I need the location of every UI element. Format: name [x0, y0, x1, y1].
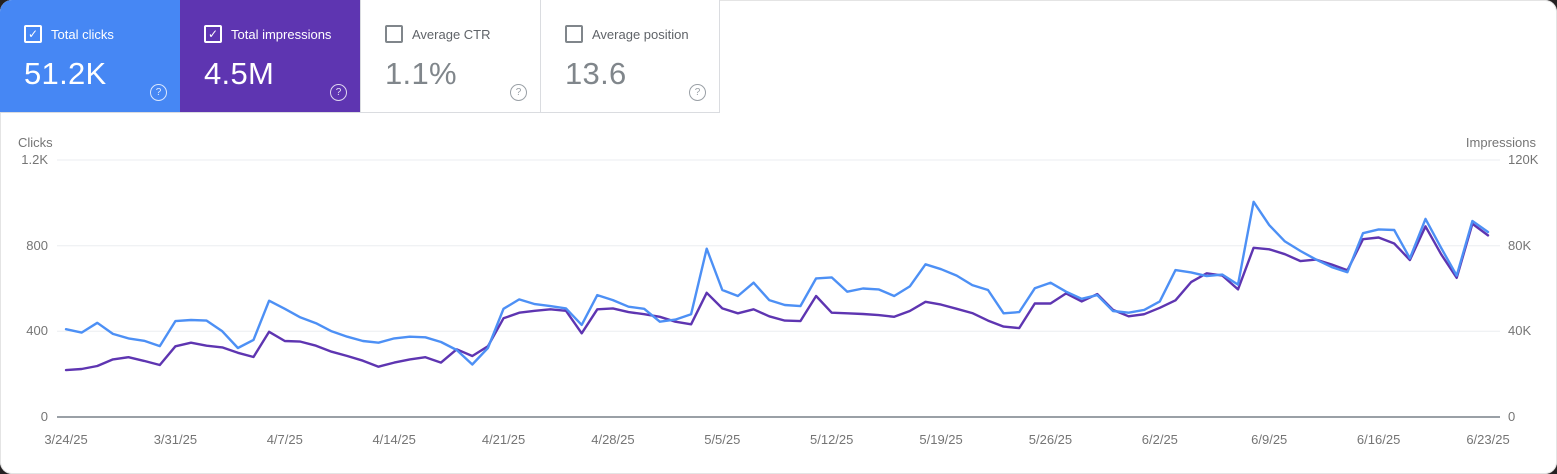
right-axis-tick: 40K [1508, 323, 1532, 339]
x-axis-tick: 4/21/25 [481, 432, 526, 447]
x-axis-tick: 4/28/25 [591, 432, 635, 447]
right-axis-title: Impressions [1465, 135, 1536, 150]
card-value: 4.5M [204, 56, 275, 91]
left-axis-title: Clicks [18, 135, 53, 150]
card-total-impressions[interactable]: ✓ Total impressions 4.5M ? [180, 0, 360, 112]
left-axis-tick: 400 [26, 323, 48, 339]
card-label: Total clicks [51, 26, 114, 42]
left-axis-tick: 800 [26, 237, 48, 253]
right-axis-tick: 120K [1508, 152, 1539, 167]
card-total-clicks[interactable]: ✓ Total clicks 51.2K ? [0, 0, 180, 112]
checkbox-checked-icon[interactable]: ✓ [204, 25, 222, 43]
impressions-line [64, 222, 1490, 372]
clicks-line [64, 200, 1490, 366]
left-axis-tick: 1.2K [21, 152, 48, 167]
x-axis-tick: 5/5/25 [704, 432, 741, 447]
checkbox-unchecked-icon[interactable] [385, 25, 403, 43]
help-icon[interactable]: ? [689, 84, 706, 101]
x-axis-tick: 4/14/25 [372, 432, 416, 447]
help-icon[interactable]: ? [150, 84, 167, 101]
x-axis-tick: 6/23/25 [1466, 432, 1510, 447]
x-axis-tick: 5/12/25 [810, 432, 854, 447]
card-value: 1.1% [385, 56, 457, 91]
checkbox-unchecked-icon[interactable] [565, 25, 583, 43]
card-label: Average CTR [412, 26, 491, 42]
checkbox-checked-icon[interactable]: ✓ [24, 25, 42, 43]
help-icon[interactable]: ? [330, 84, 347, 101]
x-axis-tick: 6/16/25 [1356, 432, 1401, 447]
x-axis-tick: 3/24/25 [44, 432, 88, 447]
card-average-position[interactable]: Average position 13.6 ? [540, 0, 720, 112]
x-axis-tick: 5/26/25 [1028, 432, 1073, 447]
x-axis-tick: 5/19/25 [919, 432, 963, 447]
metric-cards-row: ✓ Total clicks 51.2K ? ✓ Total impressio… [0, 0, 720, 113]
left-axis-tick: 0 [40, 409, 48, 424]
x-axis-tick: 4/7/25 [266, 432, 303, 447]
card-label: Average position [592, 26, 689, 42]
card-average-ctr[interactable]: Average CTR 1.1% ? [360, 0, 540, 112]
right-axis-tick: 80K [1508, 237, 1532, 253]
card-value: 51.2K [24, 56, 107, 91]
card-label: Total impressions [231, 26, 332, 42]
right-axis-tick: 0 [1508, 409, 1516, 424]
x-axis-tick: 3/31/25 [153, 432, 198, 447]
help-icon[interactable]: ? [510, 84, 527, 101]
x-axis-tick: 6/9/25 [1251, 432, 1288, 447]
card-value: 13.6 [565, 56, 627, 91]
x-axis-tick: 6/2/25 [1141, 432, 1178, 447]
